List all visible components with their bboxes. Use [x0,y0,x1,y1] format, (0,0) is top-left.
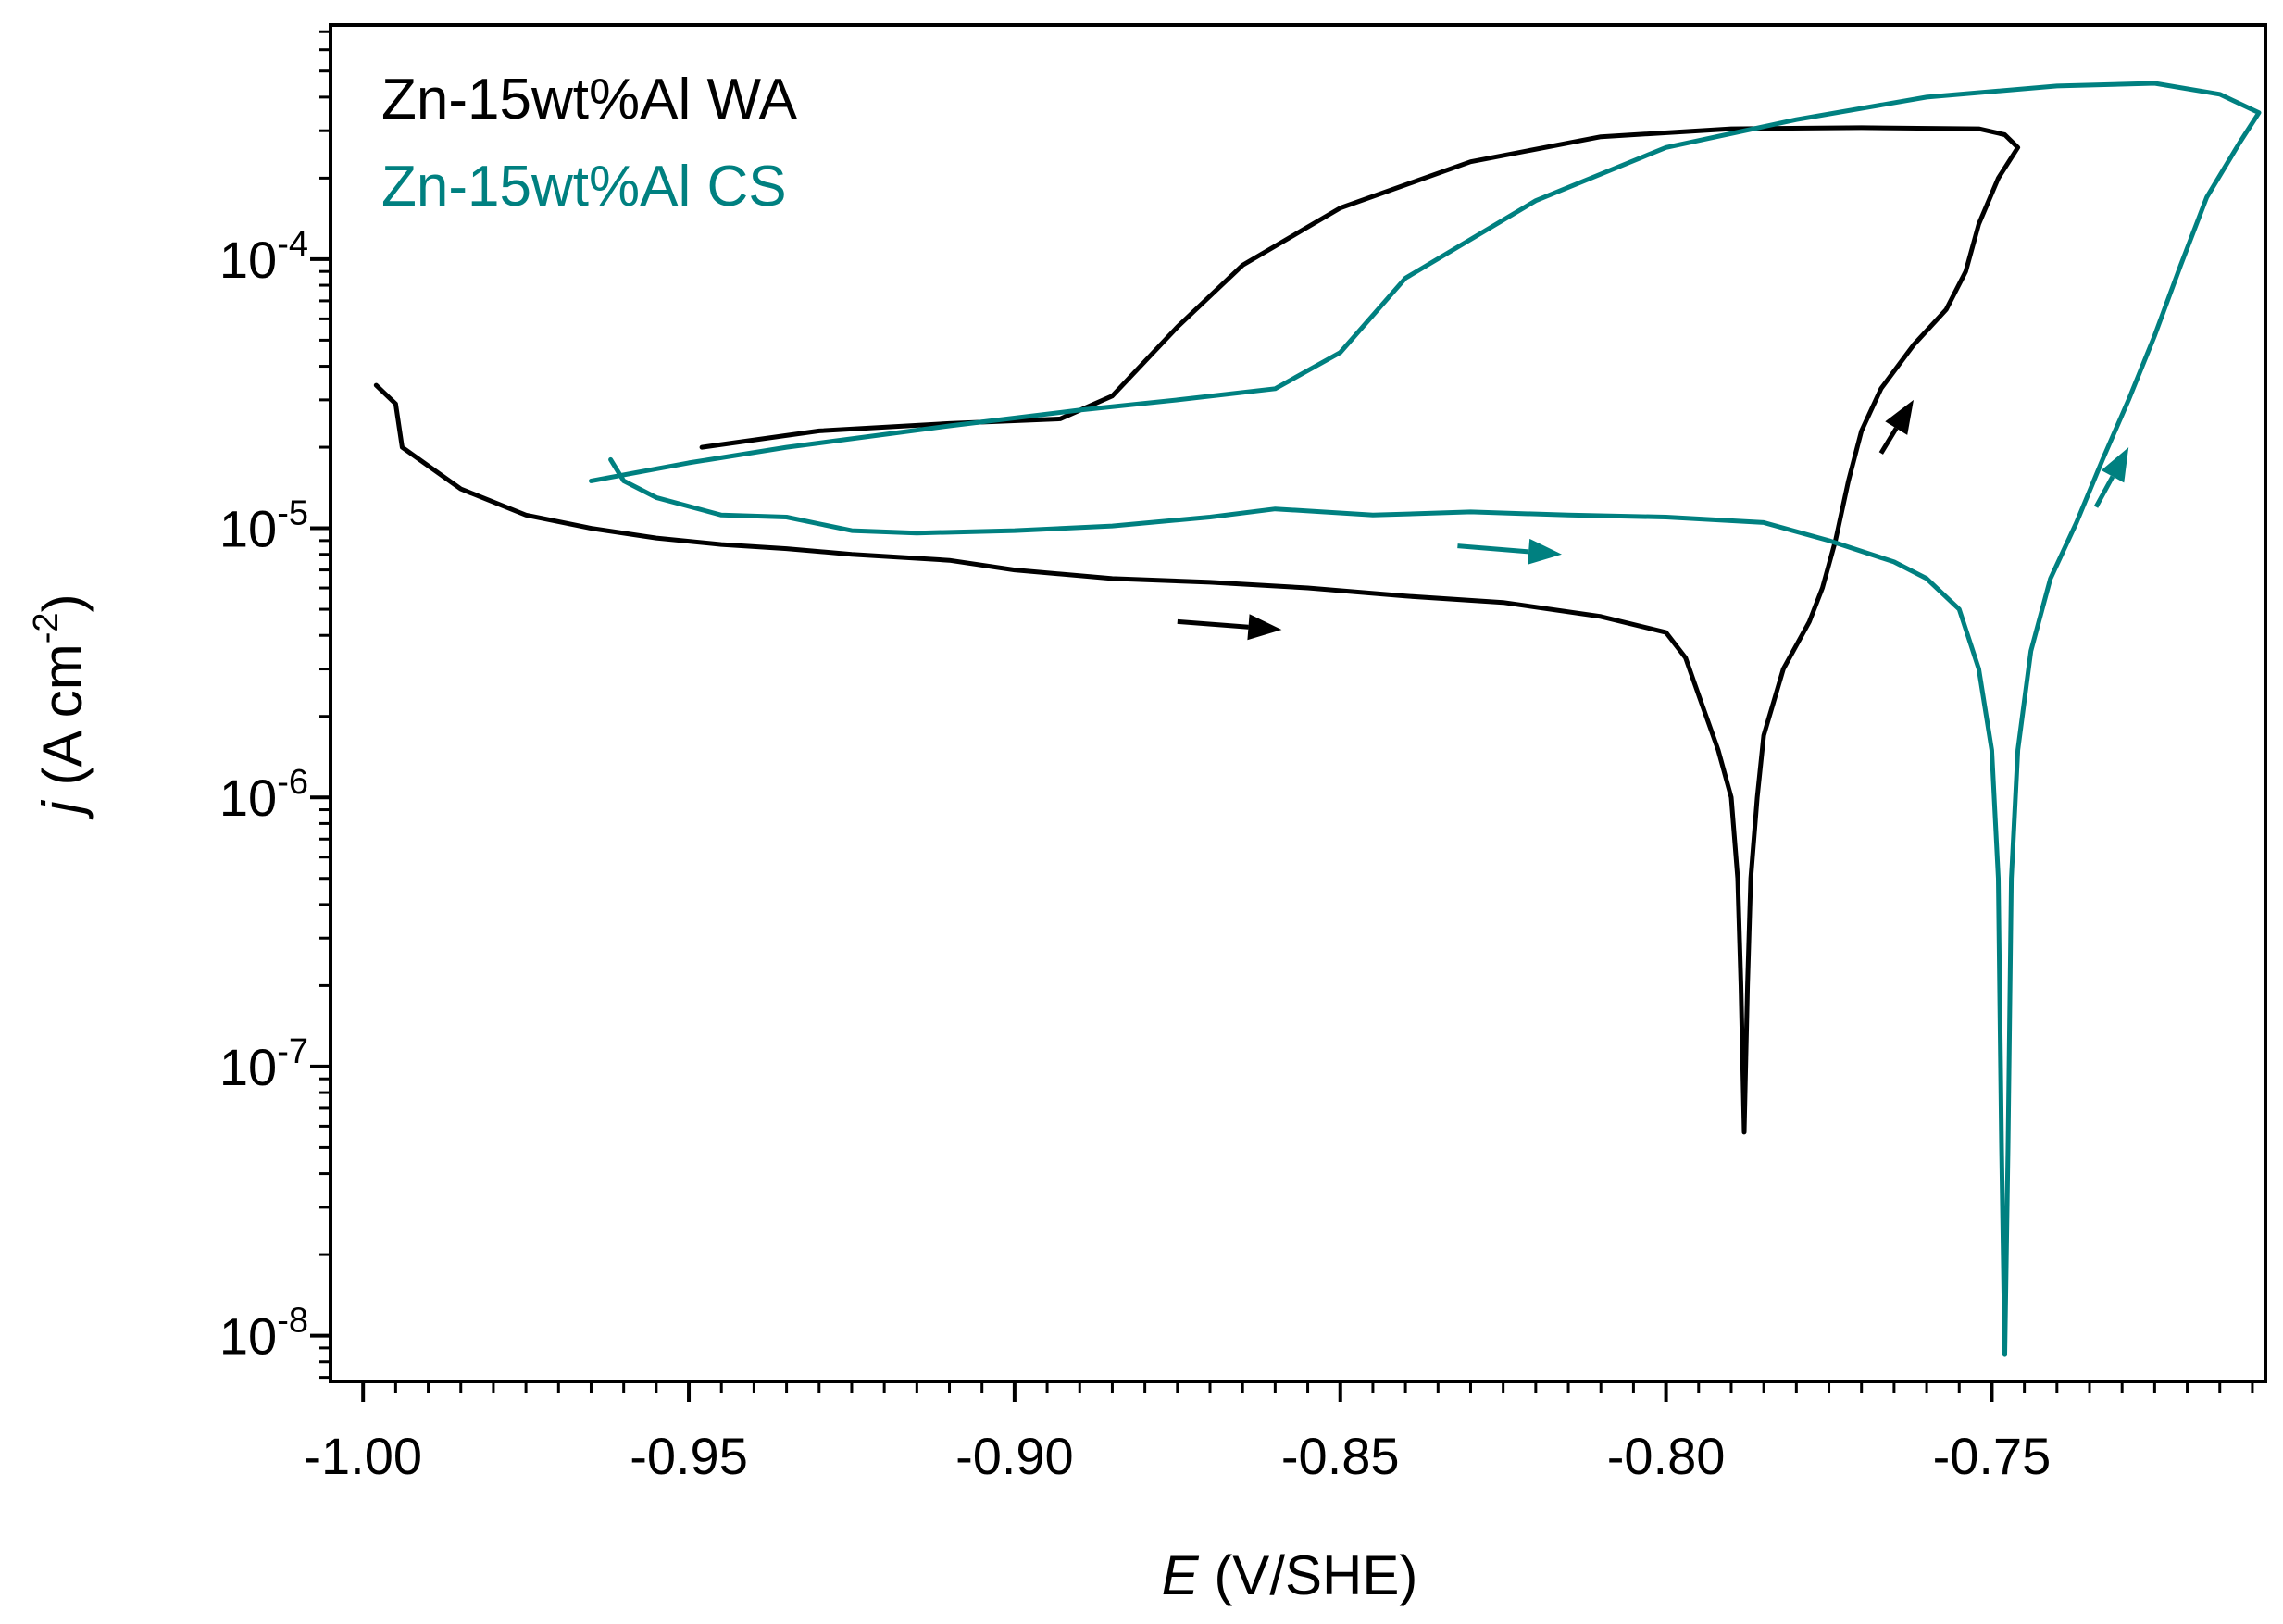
x-tick-label: -0.95 [630,1427,748,1485]
y-tick-label: 10-8 [219,1302,308,1366]
legend: Zn-15wt%Al WA Zn-15wt%Al CS [381,68,798,219]
x-tick-label: -0.80 [1607,1427,1726,1485]
y-axis-unit-close: ) [31,593,94,612]
x-tick-label: -0.75 [1933,1427,2052,1485]
direction-arrow-shaft-2 [1457,543,1529,555]
x-axis-title: E (V/SHE) [1162,1544,1418,1606]
y-tick-base: 10 [219,1307,277,1366]
y-axis-unit-open: (A cm [31,643,94,801]
legend-entry-cs: Zn-15wt%Al CS [381,155,787,219]
direction-arrow-0 [1177,614,1282,641]
tick-layer: -1.00 -0.95 -0.90 -0.85 -0.80 -0.7510-810-710… [219,30,2254,1485]
y-axis-title: j (A cm-2) [27,593,94,819]
direction-arrow-shaft-1 [1878,427,1899,455]
y-tick-label: 10-6 [219,763,308,827]
direction-arrow-head-1 [1885,399,1914,435]
y-tick-base: 10 [219,500,277,558]
direction-arrow-head-2 [1528,538,1562,565]
legend-entry-wa: Zn-15wt%Al WA [381,68,798,131]
series-layer [373,81,2262,1357]
x-tick-label: -1.00 [304,1427,422,1485]
direction-arrow-shaft-3 [2093,475,2115,508]
y-tick-exp: -8 [277,1302,308,1341]
y-axis-unit-exp: -2 [27,612,66,643]
series-line-0 [373,125,2021,1135]
y-tick-exp: -7 [277,1032,308,1071]
direction-arrow-2 [1457,538,1562,565]
y-tick-label: 10-4 [219,225,308,289]
arrow-layer [1177,399,2129,641]
x-tick-label: -0.90 [955,1427,1074,1485]
x-tick-label: -0.85 [1281,1427,1400,1485]
y-tick-exp: -5 [277,494,308,533]
y-tick-base: 10 [219,1038,277,1096]
y-tick-label: 10-7 [219,1032,308,1096]
direction-arrow-shaft-0 [1177,618,1249,630]
y-tick-label: 10-5 [219,494,308,558]
direction-arrow-head-0 [1247,614,1282,641]
series-line-1 [589,81,2262,1357]
plot-frame [329,23,2267,1383]
y-tick-exp: -4 [277,225,308,264]
direction-arrow-3 [2093,447,2129,508]
y-tick-base: 10 [219,231,277,289]
y-tick-base: 10 [219,768,277,827]
direction-arrow-1 [1878,399,1914,455]
x-axis-unit: (V/SHE) [1199,1544,1418,1606]
x-axis-variable: E [1162,1544,1200,1606]
direction-arrow-head-3 [2101,447,2129,483]
y-tick-exp: -6 [277,763,308,802]
